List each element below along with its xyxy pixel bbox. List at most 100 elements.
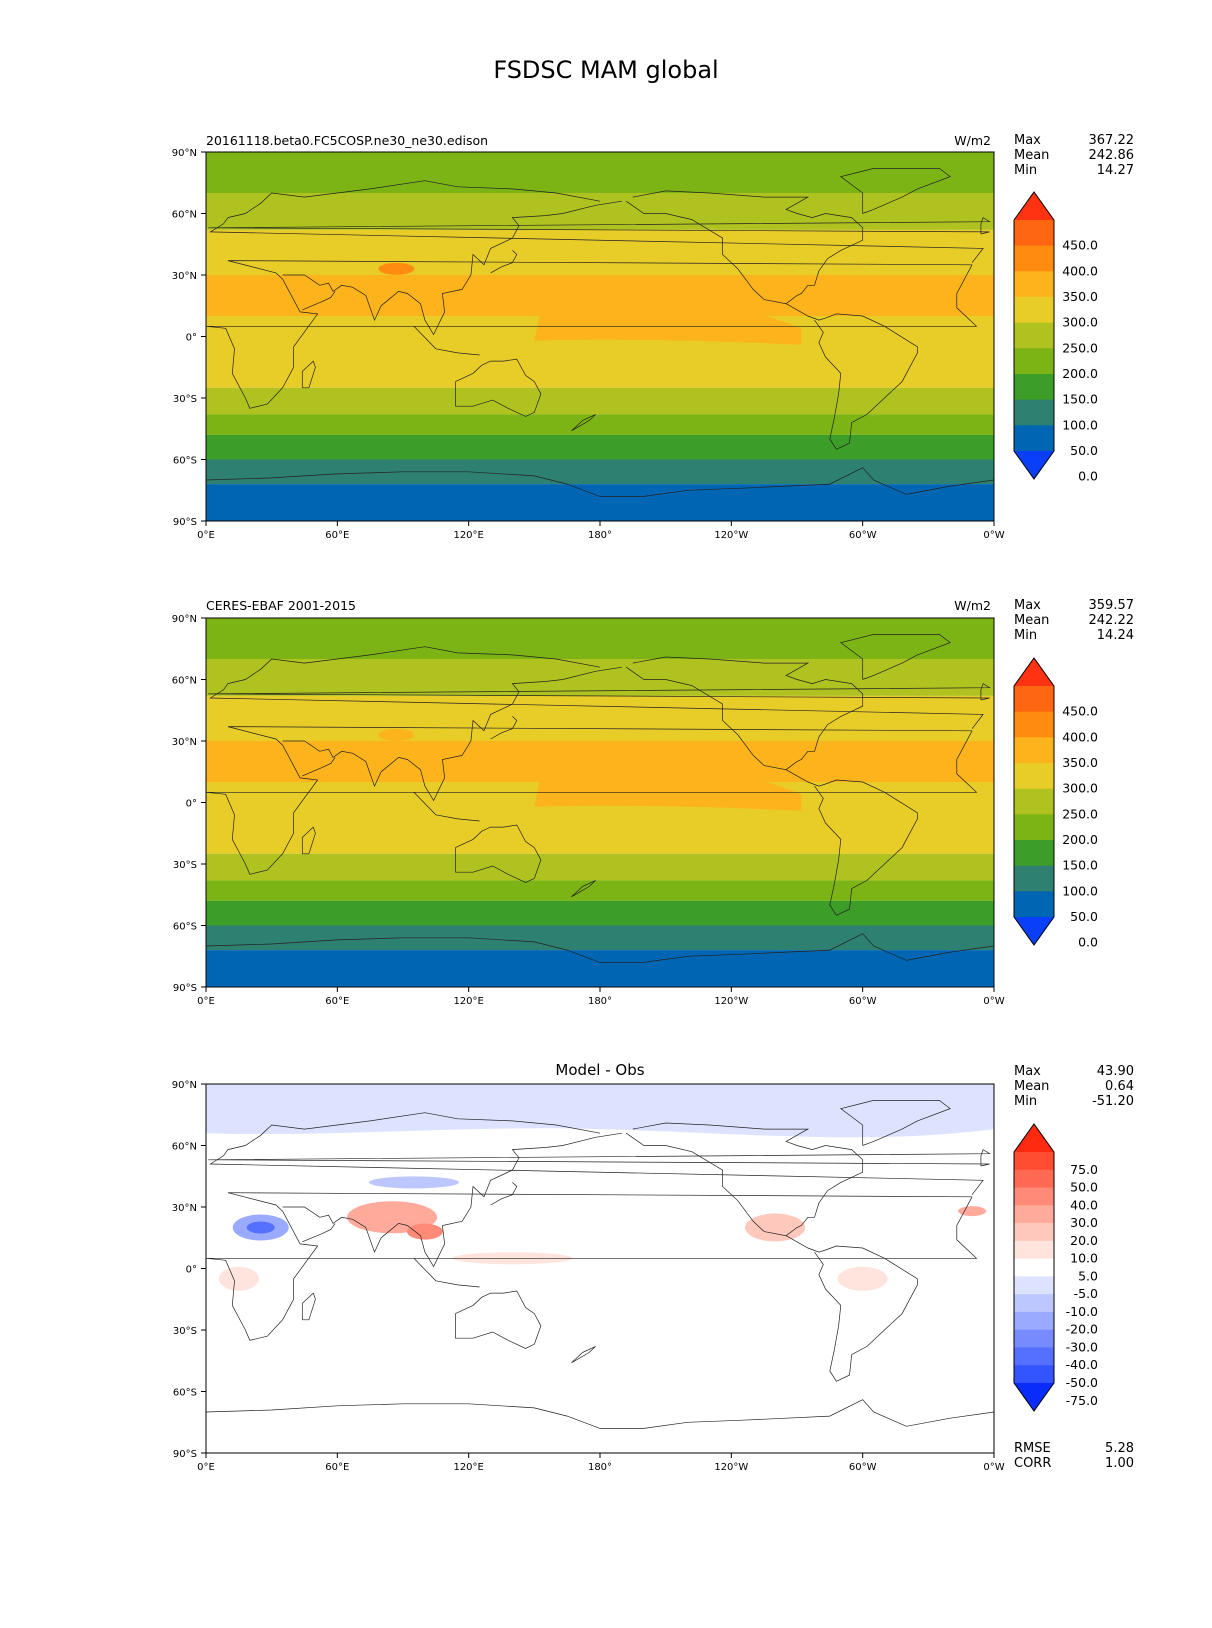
tropics-positive (452, 1252, 573, 1265)
colorbar-label: 300.0 (1062, 781, 1098, 796)
colorbar-label: 150.0 (1062, 858, 1098, 873)
coastline (490, 250, 518, 274)
colorbar-swatch (1014, 711, 1054, 738)
colorbar-label: -30.0 (1066, 1340, 1098, 1355)
lat-band (206, 229, 994, 275)
y-tick-label: 90°S (173, 983, 197, 994)
colorbar-extend-top (1014, 658, 1054, 686)
maritime-yellow (413, 320, 535, 353)
diff-background (206, 1084, 994, 1453)
y-tick-label: 90°S (173, 1449, 197, 1460)
atlantic-positive (958, 1206, 987, 1217)
coastline (455, 824, 542, 883)
coastline (840, 634, 951, 680)
coastline (626, 190, 864, 305)
panel-units: W/m2 (954, 133, 991, 148)
x-tick-label: 60°E (325, 1462, 349, 1473)
colorbar-swatch (1014, 425, 1054, 452)
colorbar-swatch (1014, 1347, 1054, 1366)
colorbar-swatch (1014, 1205, 1054, 1224)
coastline (840, 1100, 951, 1146)
stat-mean-label: Mean (1014, 613, 1050, 628)
colorbar-swatch (1014, 1187, 1054, 1206)
colorbar-swatch (1014, 1311, 1054, 1331)
coastline (206, 467, 994, 497)
stat-max-value: 43.90 (1096, 1064, 1134, 1079)
africa-positive (218, 1266, 259, 1291)
colorbar-swatch (1014, 1152, 1054, 1171)
stat-mean-label: Mean (1014, 1079, 1050, 1094)
colorbar-label: 200.0 (1062, 366, 1098, 381)
coastline (490, 716, 518, 740)
lat-band (206, 618, 994, 659)
coastline (208, 683, 991, 701)
colorbar-label: 50.0 (1070, 909, 1098, 924)
arabia-high (293, 741, 338, 782)
stat-mean-value: 0.64 (1105, 1079, 1134, 1094)
lat-band (206, 950, 994, 987)
x-tick-label: 180° (588, 1462, 612, 1473)
y-tick-label: 90°S (173, 517, 197, 528)
coastline (455, 1290, 542, 1349)
sahara-core (246, 1221, 275, 1234)
stat-max-value: 359.57 (1088, 598, 1135, 613)
stat-corr-value: 1.00 (1105, 1456, 1134, 1471)
coastline (302, 1223, 336, 1243)
lat-band (206, 741, 994, 782)
colorbar-swatch (1014, 322, 1054, 349)
colorbar-swatch (1014, 737, 1054, 764)
colorbar-label: 100.0 (1062, 883, 1098, 898)
equatorial-strip (665, 800, 754, 804)
stat-mean-value: 242.86 (1088, 148, 1135, 163)
colorbar-swatch (1014, 788, 1054, 815)
lat-band (206, 275, 994, 316)
colorbar-label: 400.0 (1062, 263, 1098, 278)
coastline (626, 1122, 864, 1237)
x-tick-label: 0°W (983, 530, 1004, 541)
colorbar-label: -10.0 (1066, 1304, 1098, 1319)
x-tick-label: 60°W (849, 530, 877, 541)
lat-band (206, 484, 994, 521)
y-tick-label: 30°N (172, 271, 197, 282)
colorbar-swatch (1014, 297, 1054, 324)
stat-min-value: 14.24 (1096, 628, 1134, 643)
coastline (455, 358, 542, 417)
south-america-yellow (818, 320, 918, 382)
lat-band (206, 853, 994, 881)
map-frame (205, 617, 995, 988)
indochina-positive (406, 1223, 443, 1240)
colorbar-outline (1013, 657, 1055, 946)
stat-corr-label: CORR (1014, 1456, 1052, 1471)
colorbar-swatch (1014, 891, 1054, 918)
y-tick-label: 0° (186, 333, 197, 344)
coastline (301, 360, 316, 389)
colorbar-extend-top (1014, 1124, 1054, 1152)
coastline (208, 1149, 991, 1167)
stat-rmse-value: 5.28 (1105, 1441, 1134, 1456)
coastline (302, 291, 336, 311)
colorbar-label: -75.0 (1066, 1393, 1098, 1408)
y-tick-label: 0° (186, 799, 197, 810)
colorbar-label: -50.0 (1066, 1375, 1098, 1390)
colorbar-label: 30.0 (1070, 1215, 1098, 1230)
colorbar-swatch (1014, 1258, 1054, 1277)
colorbar-swatch (1014, 865, 1054, 892)
colorbar-swatch (1014, 1276, 1054, 1295)
stat-mean-value: 242.22 (1088, 613, 1135, 628)
x-tick-label: 0°W (983, 996, 1004, 1007)
colorbar-swatch (1014, 245, 1054, 272)
lat-band (206, 434, 994, 460)
colorbar-swatch (1014, 1223, 1054, 1242)
india-positive (347, 1201, 438, 1234)
y-tick-label: 60°S (173, 922, 197, 933)
colorbar-swatch (1014, 1294, 1054, 1313)
coastline (490, 1182, 518, 1206)
lat-band (206, 782, 994, 854)
colorbar-swatch (1014, 220, 1054, 247)
coastline (282, 666, 622, 802)
figure-title: FSDSC MAM global (493, 56, 719, 84)
coastline (413, 326, 480, 356)
lat-band (206, 659, 994, 696)
x-tick-label: 120°W (714, 530, 748, 541)
